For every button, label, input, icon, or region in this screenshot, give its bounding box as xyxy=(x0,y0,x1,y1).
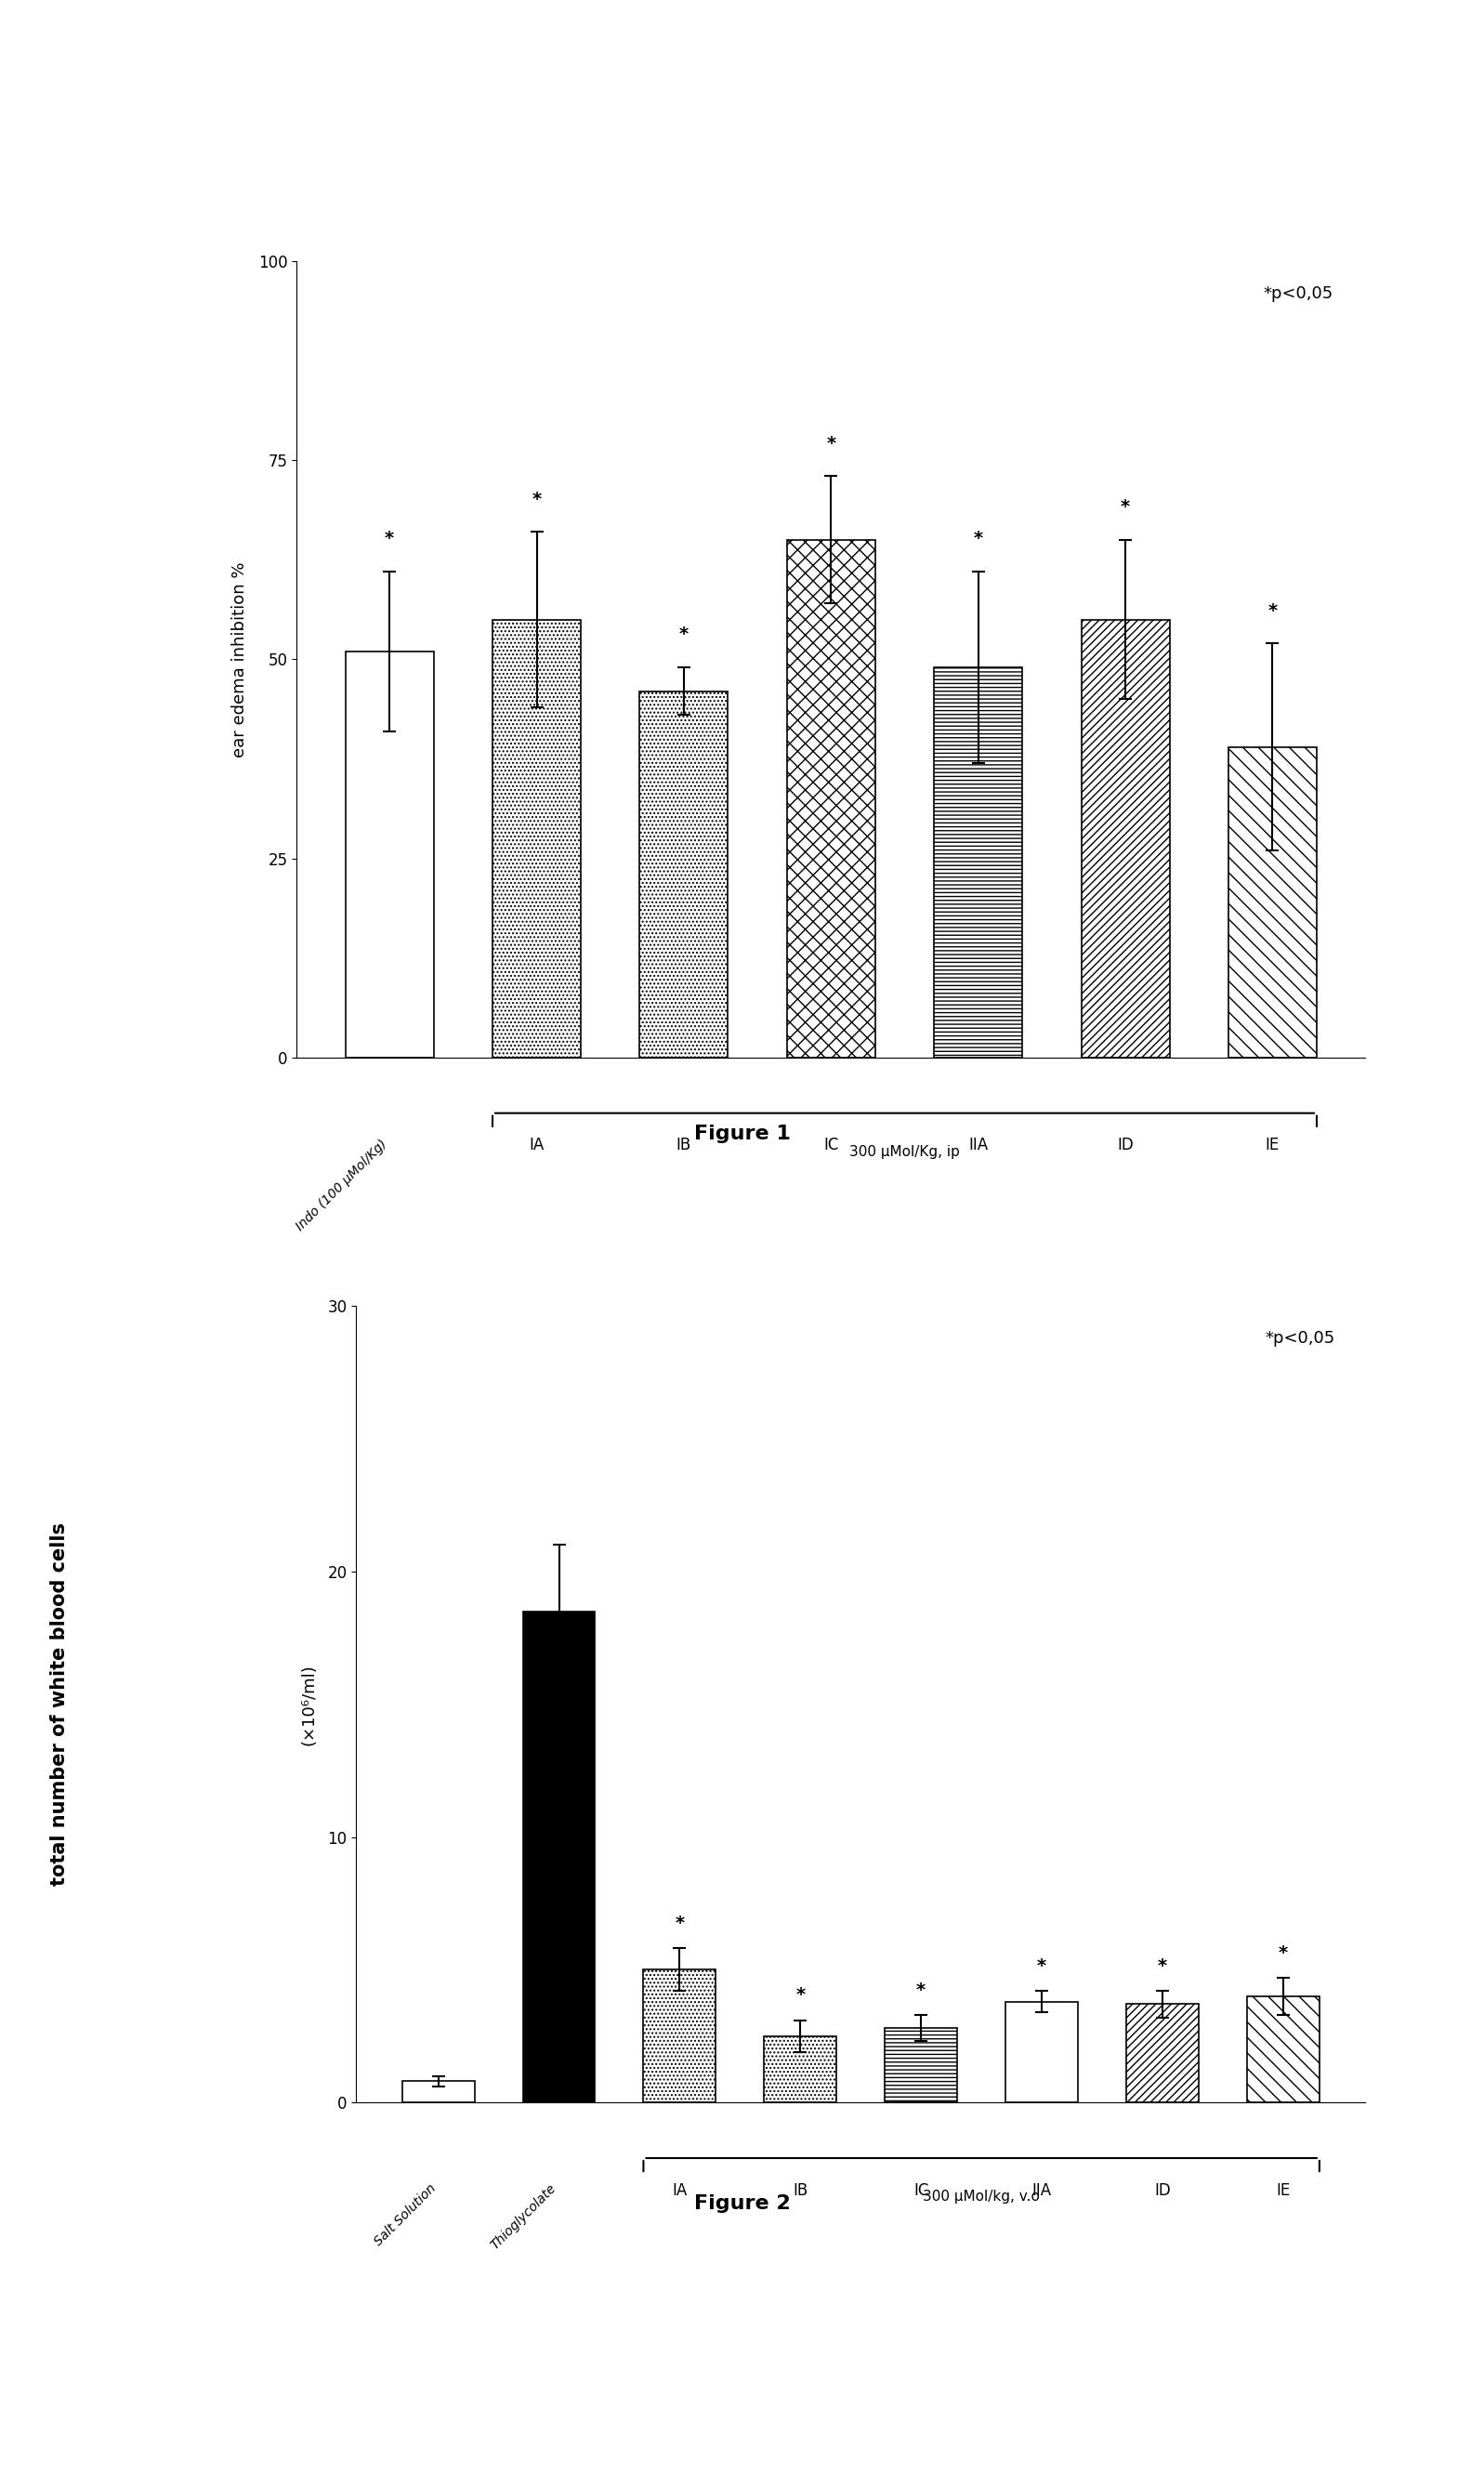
Bar xyxy=(522,1612,595,2102)
Text: *p<0,05: *p<0,05 xyxy=(1263,286,1333,301)
Bar xyxy=(933,667,1022,1057)
Bar xyxy=(346,652,433,1057)
Text: 300 μMol/Kg, ip: 300 μMol/Kg, ip xyxy=(849,1144,960,1159)
Text: *: * xyxy=(675,1916,684,1933)
Text: *: * xyxy=(680,627,689,644)
Text: Indo (100 μMol/Kg): Indo (100 μMol/Kg) xyxy=(294,1137,389,1234)
Bar xyxy=(493,620,580,1057)
Text: IC: IC xyxy=(914,2182,929,2199)
Text: Thioglycolate: Thioglycolate xyxy=(488,2182,559,2252)
Text: IIA: IIA xyxy=(1031,2182,1052,2199)
Text: IIA: IIA xyxy=(969,1137,988,1154)
Text: ID: ID xyxy=(1117,1137,1134,1154)
Bar xyxy=(787,540,876,1057)
Y-axis label: ear edema inhibition %: ear edema inhibition % xyxy=(232,562,248,756)
Text: IC: IC xyxy=(824,1137,838,1154)
Text: IA: IA xyxy=(672,2182,687,2199)
Text: *: * xyxy=(1279,1943,1288,1961)
Text: *: * xyxy=(827,435,835,453)
Text: *: * xyxy=(795,1985,806,2005)
Text: Figure 2: Figure 2 xyxy=(695,2194,789,2212)
Text: total number of white blood cells: total number of white blood cells xyxy=(50,1523,68,1886)
Bar xyxy=(1006,2000,1077,2102)
Text: ID: ID xyxy=(1155,2182,1171,2199)
Text: *: * xyxy=(1037,1958,1046,1975)
Text: Salt Solution: Salt Solution xyxy=(371,2182,438,2249)
Bar xyxy=(1229,746,1316,1057)
Bar xyxy=(1247,1995,1319,2102)
Text: *: * xyxy=(916,1980,926,1998)
Bar xyxy=(402,2080,475,2102)
Text: 300 μMol/kg, v.o: 300 μMol/kg, v.o xyxy=(923,2189,1040,2204)
Text: IB: IB xyxy=(677,1137,692,1154)
Text: Figure 1: Figure 1 xyxy=(693,1125,791,1142)
Text: IB: IB xyxy=(792,2182,807,2199)
Text: IE: IE xyxy=(1276,2182,1290,2199)
Text: *: * xyxy=(974,530,982,547)
Text: *: * xyxy=(1158,1958,1168,1975)
Bar xyxy=(884,2028,957,2102)
Bar xyxy=(644,1970,715,2102)
Text: *p<0,05: *p<0,05 xyxy=(1264,1331,1336,1346)
Bar xyxy=(640,692,729,1057)
Y-axis label: (×10⁶/ml): (×10⁶/ml) xyxy=(300,1664,318,1744)
Bar xyxy=(1082,620,1169,1057)
Text: *: * xyxy=(531,490,542,508)
Text: *: * xyxy=(1120,498,1131,515)
Bar xyxy=(1126,2005,1199,2102)
Text: IA: IA xyxy=(530,1137,545,1154)
Text: IE: IE xyxy=(1266,1137,1279,1154)
Text: *: * xyxy=(1267,602,1278,620)
Text: *: * xyxy=(384,530,395,547)
Bar xyxy=(764,2035,837,2102)
